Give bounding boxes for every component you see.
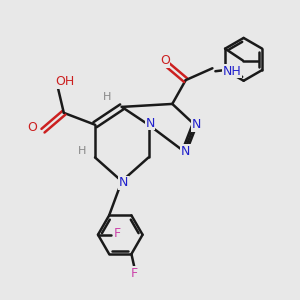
Text: N: N — [181, 145, 190, 158]
Text: N: N — [191, 118, 201, 131]
Text: OH: OH — [55, 75, 74, 88]
Text: F: F — [131, 267, 138, 280]
Text: H: H — [77, 146, 86, 157]
Text: H: H — [103, 92, 111, 101]
Text: N: N — [145, 117, 155, 130]
Text: N: N — [118, 176, 128, 189]
Text: O: O — [160, 54, 170, 67]
Text: NH: NH — [223, 65, 242, 78]
Text: O: O — [28, 121, 38, 134]
Text: F: F — [114, 227, 121, 240]
